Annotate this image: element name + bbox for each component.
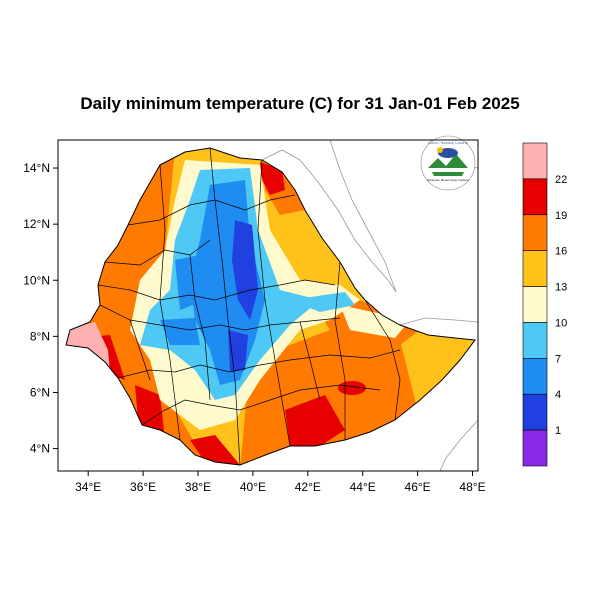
x-tick-label: 44°E (350, 480, 376, 494)
colorbar-label: 22 (555, 174, 567, 186)
temperature-field (66, 148, 475, 465)
y-tick-label: 8°N (30, 329, 50, 343)
x-tick-label: 36°E (130, 480, 156, 494)
colorbar-segment (522, 322, 548, 359)
colorbar-segment (522, 358, 548, 395)
colorbar-label: 7 (555, 353, 561, 365)
colorbar-label: 4 (555, 389, 561, 401)
map-title: Daily minimum temperature (C) for 31 Jan… (80, 94, 520, 113)
y-tick-label: 6°N (30, 385, 50, 399)
x-tick-label: 34°E (75, 480, 101, 494)
colorbar-segment (522, 250, 548, 287)
x-tick-label: 46°E (405, 480, 431, 494)
ethiopian-meteorology-institute-logo: Ethiopian Meteorology Institute የኢትዮጵያ ሚ… (420, 135, 476, 191)
y-tick-label: 14°N (23, 161, 50, 175)
x-tick-label: 48°E (459, 480, 485, 494)
colorbar-label: 16 (555, 246, 567, 258)
colorbar-segment (522, 393, 548, 431)
x-tick-label: 42°E (295, 480, 321, 494)
colorbar-segment (522, 178, 548, 216)
colorbar-segment (522, 429, 548, 467)
y-tick-label: 4°N (30, 442, 50, 456)
logo-bottom-text: Ethiopian Meteorology Institute (427, 178, 469, 182)
logo-top-text: የኢትዮጵያ ሚቲዎሮሎጂ ኢንስቲትዩት (428, 141, 469, 145)
colorbar-label: 1 (555, 425, 561, 437)
colorbar-segment (522, 286, 548, 323)
colorbar-segment (522, 214, 548, 251)
x-tick-label: 40°E (240, 480, 266, 494)
colorbar: 22 19 16 13 10 7 4 1 (522, 142, 567, 467)
colorbar-label: 13 (555, 282, 567, 294)
colorbar-label: 10 (555, 317, 567, 329)
y-tick-label: 10°N (23, 273, 50, 287)
y-axis: 14°N 12°N 10°N 8°N 6°N 4°N (23, 161, 58, 456)
x-tick-label: 38°E (185, 480, 211, 494)
colorbar-label: 19 (555, 210, 567, 222)
map-frame (57, 139, 479, 472)
colorbar-segment (522, 142, 548, 180)
y-tick-label: 12°N (23, 217, 50, 231)
admin-borders (65, 147, 476, 466)
x-axis: 34°E 36°E 38°E 40°E 42°E 44°E 46°E 48°E (75, 471, 486, 494)
